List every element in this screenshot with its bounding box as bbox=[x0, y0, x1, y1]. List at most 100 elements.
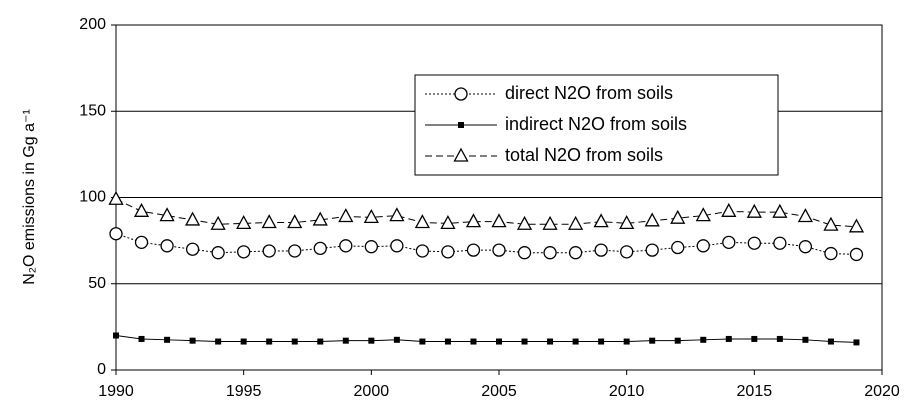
marker bbox=[776, 335, 783, 342]
marker bbox=[312, 211, 328, 226]
marker bbox=[236, 215, 252, 230]
marker bbox=[598, 338, 605, 345]
marker bbox=[317, 338, 324, 345]
marker bbox=[185, 242, 200, 256]
marker bbox=[568, 215, 584, 230]
marker bbox=[700, 336, 707, 343]
marker bbox=[670, 209, 686, 224]
marker bbox=[542, 215, 558, 230]
marker bbox=[593, 213, 609, 228]
marker bbox=[848, 218, 865, 233]
marker bbox=[159, 207, 175, 222]
marker bbox=[674, 337, 681, 344]
marker bbox=[339, 239, 353, 253]
marker bbox=[313, 241, 327, 256]
marker bbox=[342, 337, 349, 344]
marker bbox=[134, 235, 149, 250]
x-tick-label: 2020 bbox=[864, 383, 900, 400]
marker bbox=[108, 190, 124, 205]
marker bbox=[444, 338, 451, 345]
marker bbox=[491, 213, 507, 228]
marker bbox=[802, 336, 809, 343]
marker bbox=[415, 244, 430, 258]
marker bbox=[594, 243, 608, 257]
marker bbox=[240, 338, 247, 345]
series-line bbox=[115, 233, 857, 255]
marker bbox=[671, 240, 685, 255]
y-tick-label: 150 bbox=[79, 102, 106, 119]
marker bbox=[211, 246, 225, 260]
y-tick-label: 0 bbox=[97, 361, 106, 378]
x-tick-label: 2000 bbox=[354, 383, 390, 400]
marker bbox=[645, 243, 659, 257]
marker bbox=[722, 235, 736, 250]
marker bbox=[644, 212, 660, 227]
marker bbox=[288, 244, 302, 258]
series-line bbox=[115, 335, 857, 343]
y-tick-label: 200 bbox=[79, 16, 106, 33]
marker bbox=[291, 338, 298, 345]
marker bbox=[773, 236, 787, 250]
marker bbox=[853, 339, 860, 346]
x-tick-label: 2005 bbox=[481, 383, 517, 400]
legend-label: total N2O from soils bbox=[505, 145, 663, 165]
marker bbox=[492, 243, 506, 257]
marker bbox=[414, 214, 430, 229]
y-axis-label: N₂O emissions in Gg a⁻¹ bbox=[21, 109, 38, 285]
marker bbox=[189, 337, 196, 344]
marker bbox=[543, 246, 557, 260]
marker bbox=[164, 336, 171, 343]
marker bbox=[517, 246, 532, 260]
marker bbox=[419, 338, 426, 345]
marker bbox=[827, 338, 834, 345]
legend-marker bbox=[458, 122, 464, 128]
marker bbox=[266, 338, 273, 345]
marker bbox=[798, 240, 813, 254]
marker bbox=[746, 203, 762, 218]
marker bbox=[725, 335, 732, 342]
marker bbox=[465, 213, 482, 228]
legend-marker bbox=[454, 87, 468, 101]
marker bbox=[440, 215, 456, 230]
legend-label: indirect N2O from soils bbox=[505, 114, 687, 134]
marker bbox=[363, 208, 379, 223]
marker bbox=[160, 239, 174, 253]
marker bbox=[138, 335, 145, 342]
marker bbox=[496, 338, 502, 345]
x-tick-label: 1995 bbox=[226, 383, 262, 400]
legend-marker bbox=[453, 147, 469, 162]
marker bbox=[695, 207, 711, 222]
marker bbox=[623, 338, 630, 345]
marker bbox=[772, 203, 788, 218]
marker bbox=[649, 337, 656, 344]
marker bbox=[368, 337, 375, 344]
x-tick-label: 2015 bbox=[737, 383, 773, 400]
marker bbox=[824, 246, 838, 261]
marker bbox=[215, 338, 222, 345]
marker bbox=[751, 335, 758, 342]
marker bbox=[441, 245, 455, 259]
x-tick-label: 2010 bbox=[609, 383, 645, 400]
marker bbox=[466, 243, 481, 257]
legend-label: direct N2O from soils bbox=[505, 83, 673, 103]
marker bbox=[620, 245, 634, 259]
marker bbox=[133, 202, 150, 217]
marker bbox=[261, 214, 277, 229]
marker bbox=[470, 338, 477, 345]
marker bbox=[721, 202, 737, 217]
marker bbox=[572, 338, 579, 345]
marker bbox=[619, 215, 635, 230]
marker bbox=[390, 239, 404, 253]
marker bbox=[185, 211, 201, 226]
marker bbox=[547, 338, 554, 345]
marker bbox=[568, 246, 583, 260]
y-tick-label: 50 bbox=[88, 275, 106, 292]
marker bbox=[109, 227, 123, 241]
series-line bbox=[115, 198, 857, 228]
marker bbox=[237, 245, 251, 259]
marker bbox=[797, 208, 813, 223]
x-tick-label: 1990 bbox=[98, 383, 134, 400]
marker bbox=[823, 216, 839, 231]
marker bbox=[849, 247, 864, 262]
